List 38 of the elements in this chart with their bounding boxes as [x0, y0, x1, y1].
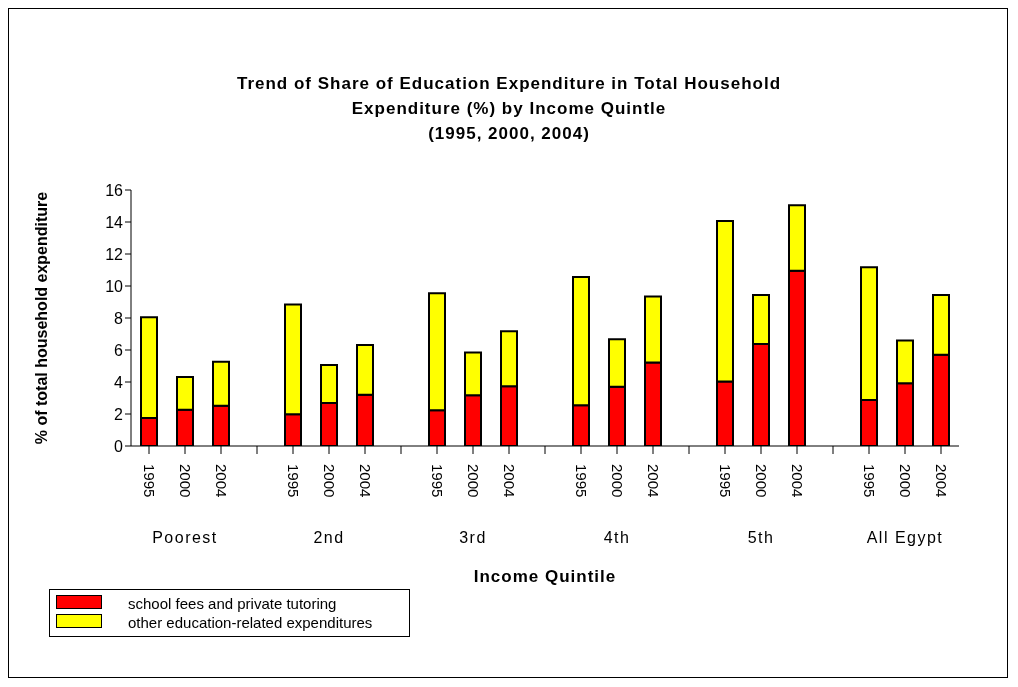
x-tick-label: 1995 — [860, 464, 878, 498]
x-tick-label: 2004 — [500, 464, 518, 498]
x-tick-label: 2000 — [608, 464, 626, 498]
y-tick-label: 14 — [105, 213, 124, 231]
x-tick-label: 2004 — [644, 464, 662, 498]
legend-label: school fees and private tutoring — [127, 594, 338, 613]
y-tick-label: 8 — [114, 309, 124, 327]
x-tick-label: 2000 — [752, 464, 770, 498]
text: 2nd — [312, 529, 346, 547]
x-tick-label: 1995 — [284, 464, 302, 498]
text: All Egypt — [865, 529, 945, 547]
x-tick-label: 1995 — [572, 464, 590, 498]
x-tick-label: 1995 — [140, 464, 158, 498]
y-tick-label: 16 — [105, 181, 124, 199]
x-tick-label: 1995 — [716, 464, 734, 498]
y-tick-label: 6 — [114, 341, 124, 359]
legend-label: other education-related expenditures — [127, 613, 374, 632]
chart-title: Trend of Share of Education Expenditure in Total Household Expenditure (%) by Income Quintle (1995, 2000, 2004) — [235, 73, 783, 145]
y-tick-label: 0 — [114, 437, 124, 455]
x-tick-label: 2004 — [788, 464, 806, 498]
y-tick-label: 10 — [105, 277, 124, 295]
x-tick-label: 2000 — [464, 464, 482, 498]
text: Poorest — [151, 529, 219, 547]
x-tick-label: 2004 — [932, 464, 950, 498]
text: 5th — [746, 529, 776, 547]
x-tick-label: 2000 — [896, 464, 914, 498]
text: 3rd — [458, 529, 488, 547]
x-tick-label: 2000 — [320, 464, 338, 498]
y-tick-label: 4 — [114, 373, 124, 391]
x-tick-label: 2004 — [356, 464, 374, 498]
y-axis-title: % of total household expenditure — [32, 191, 50, 445]
x-tick-label: 2000 — [176, 464, 194, 498]
y-tick-label: 2 — [114, 405, 124, 423]
y-tick-label: 12 — [105, 245, 124, 263]
x-tick-label: 1995 — [428, 464, 446, 498]
x-axis-title: Income Quintile — [472, 567, 618, 587]
text: 4th — [602, 529, 632, 547]
x-tick-label: 2004 — [212, 464, 230, 498]
